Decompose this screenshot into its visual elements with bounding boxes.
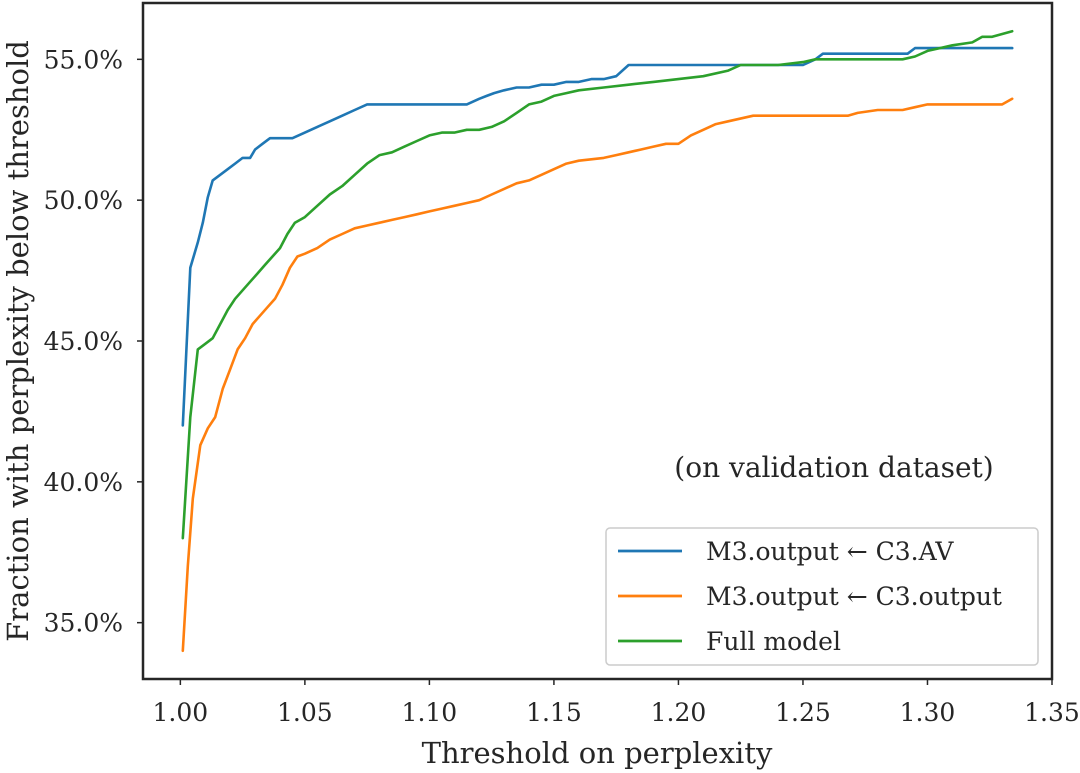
x-axis-label: Threshold on perplexity xyxy=(422,736,773,770)
series-line-1 xyxy=(181,97,1014,653)
y-tick-label: 55.0% xyxy=(44,45,123,74)
y-tick-label: 40.0% xyxy=(44,468,123,497)
x-axis-ticks: 1.00 1.05 1.10 1.15 1.20 1.25 1.30 1.35 xyxy=(153,679,1080,727)
y-tick-label: 45.0% xyxy=(44,327,123,356)
y-tick-label: 50.0% xyxy=(44,186,123,215)
series-group xyxy=(181,29,1014,653)
series-line-2 xyxy=(181,29,1014,540)
x-tick-label: 1.00 xyxy=(153,698,209,727)
x-tick-label: 1.30 xyxy=(900,698,956,727)
y-axis-label: Fraction with perplexity below threshold xyxy=(1,40,35,642)
annotation-text: (on validation dataset) xyxy=(674,451,993,484)
x-tick-label: 1.20 xyxy=(651,698,707,727)
legend-label-1: M3.output ← C3.output xyxy=(706,582,1002,611)
x-tick-label: 1.25 xyxy=(775,698,831,727)
x-tick-label: 1.35 xyxy=(1024,698,1080,727)
legend: M3.output ← C3.AV M3.output ← C3.output Fu… xyxy=(605,527,1039,666)
x-tick-label: 1.15 xyxy=(526,698,582,727)
series-line-0 xyxy=(181,46,1014,427)
legend-box xyxy=(605,527,1039,666)
legend-label-2: Full model xyxy=(706,627,841,656)
x-tick-label: 1.10 xyxy=(402,698,458,727)
legend-label-0: M3.output ← C3.AV xyxy=(706,537,954,566)
y-axis-ticks: 35.0% 40.0% 45.0% 50.0% 55.0% xyxy=(44,45,143,638)
x-tick-label: 1.05 xyxy=(277,698,333,727)
y-tick-label: 35.0% xyxy=(44,609,123,638)
